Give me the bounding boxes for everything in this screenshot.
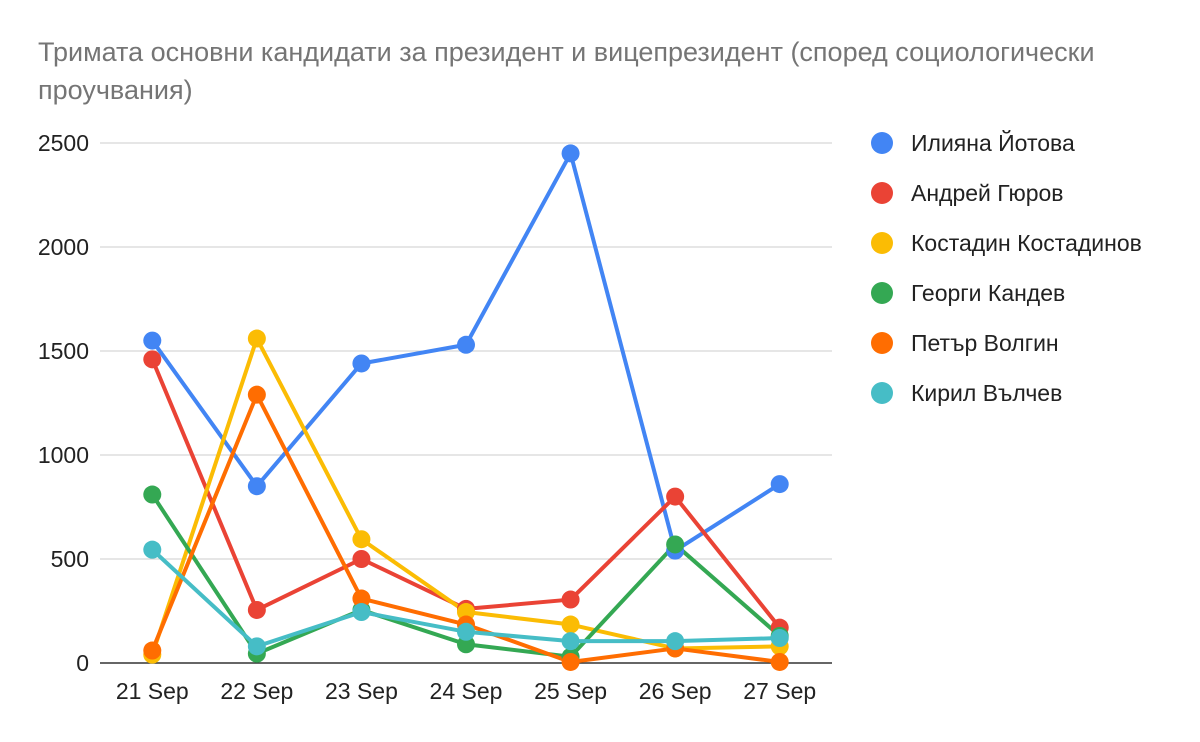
data-point xyxy=(352,589,371,608)
data-points xyxy=(143,144,789,671)
data-point xyxy=(770,652,789,671)
data-point xyxy=(143,350,162,369)
y-tick-label: 1500 xyxy=(38,338,89,364)
x-tick-label: 26 Sep xyxy=(639,678,712,704)
data-point xyxy=(561,144,580,163)
legend-marker xyxy=(871,332,893,354)
series-lines xyxy=(150,151,782,664)
data-point xyxy=(561,615,580,634)
x-tick-label: 23 Sep xyxy=(325,678,398,704)
legend-label: Андрей Гюров xyxy=(911,180,1064,206)
data-point xyxy=(457,603,475,622)
x-axis-ticks: 21 Sep 22 Sep 23 Sep 24 Sep 25 Sep 26 Sep 27 S… xyxy=(116,678,816,704)
data-point xyxy=(247,329,266,348)
y-tick-label: 2000 xyxy=(38,234,89,260)
data-point xyxy=(143,331,162,350)
y-tick-label: 500 xyxy=(51,546,89,572)
legend-label: Илияна Йотова xyxy=(911,129,1075,156)
data-point xyxy=(247,637,266,656)
data-point xyxy=(666,487,685,506)
x-tick-label: 22 Sep xyxy=(220,678,293,704)
data-point xyxy=(143,540,162,559)
x-tick-label: 21 Sep xyxy=(116,678,189,704)
data-point xyxy=(666,535,685,554)
data-point xyxy=(143,641,162,660)
data-point xyxy=(352,603,371,622)
legend-label: Георги Кандев xyxy=(911,280,1065,306)
x-tick-label: 24 Sep xyxy=(430,678,503,704)
y-tick-label: 2500 xyxy=(38,130,89,156)
y-axis-ticks: 0 500 1000 1500 2000 2500 xyxy=(38,130,89,676)
legend-marker xyxy=(871,182,893,204)
legend-label: Петър Волгин xyxy=(911,330,1059,356)
legend-label: Костадин Костадинов xyxy=(911,230,1142,256)
legend-marker xyxy=(871,132,893,154)
data-point xyxy=(352,354,371,373)
data-point xyxy=(561,652,580,671)
data-point xyxy=(770,475,789,494)
data-point xyxy=(457,635,475,654)
data-point xyxy=(666,632,685,651)
data-point xyxy=(561,590,580,609)
legend: Илияна Йотова Андрей Гюров Костадин Костад… xyxy=(871,129,1142,406)
data-point xyxy=(247,600,266,619)
data-point xyxy=(143,485,162,504)
y-tick-label: 0 xyxy=(76,650,89,676)
x-tick-label: 27 Sep xyxy=(743,678,816,704)
legend-marker xyxy=(871,282,893,304)
data-point xyxy=(457,335,475,354)
legend-marker xyxy=(871,382,893,404)
data-point xyxy=(770,629,789,648)
data-point xyxy=(352,530,371,549)
data-point xyxy=(352,550,371,568)
data-point xyxy=(561,632,580,651)
data-point xyxy=(457,622,475,641)
series-line xyxy=(150,357,782,630)
chart-title: Тримата основни кандидати за президент и… xyxy=(38,37,1095,105)
grid-lines xyxy=(100,142,832,664)
legend-label: Кирил Вълчев xyxy=(911,380,1062,406)
data-point xyxy=(247,477,266,496)
data-point xyxy=(247,385,266,404)
x-tick-label: 25 Sep xyxy=(534,678,607,704)
legend-marker xyxy=(871,232,893,254)
y-tick-label: 1000 xyxy=(38,442,89,468)
